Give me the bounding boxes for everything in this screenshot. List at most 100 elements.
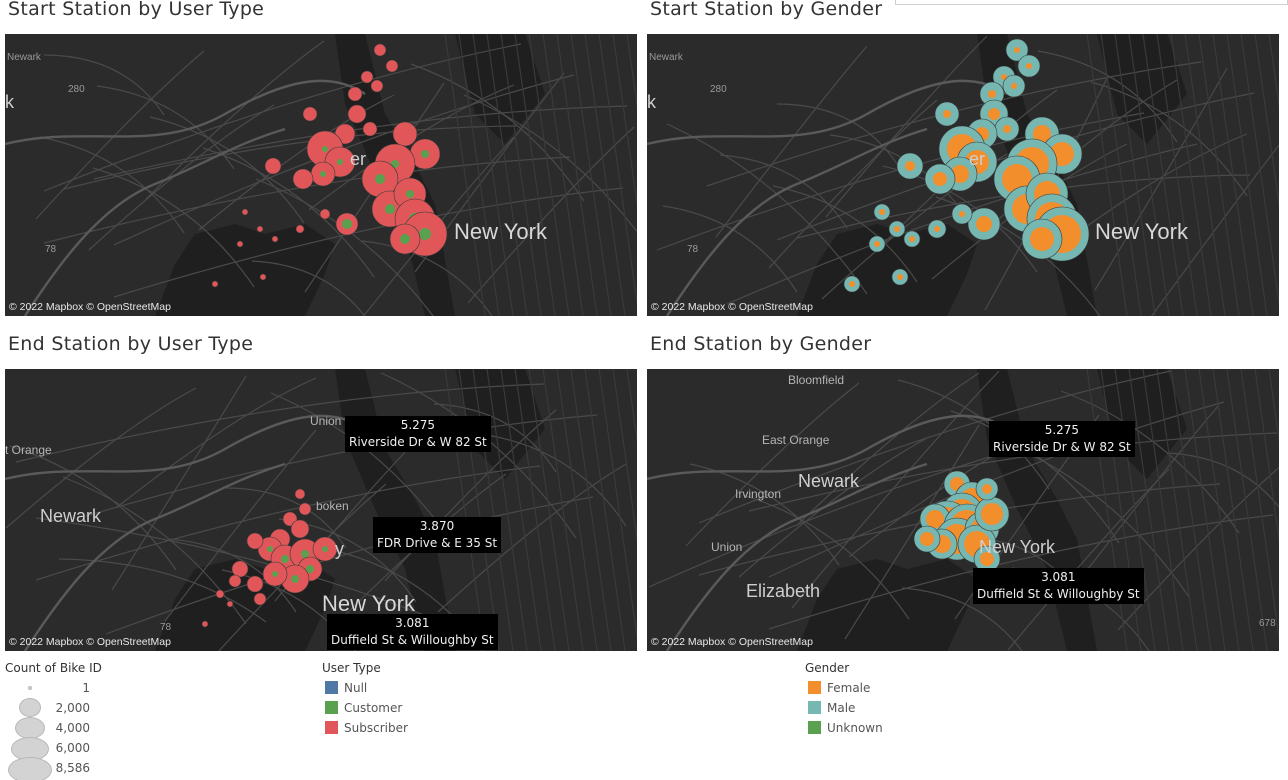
end-gender-map[interactable]: Bloomfield East Orange Newark Irvington … bbox=[647, 369, 1279, 651]
route-280-label: 280 bbox=[710, 84, 727, 95]
map-label-irvington: Irvington bbox=[735, 487, 782, 501]
station-bubble bbox=[264, 157, 282, 175]
route-280-label: 280 bbox=[68, 84, 85, 95]
map-credit[interactable]: © 2022 Mapbox © OpenStreetMap bbox=[9, 301, 171, 313]
end-user-map[interactable]: t Orange Union C Newark boken y 78 New Y… bbox=[5, 369, 637, 651]
road-network bbox=[35, 34, 637, 316]
station-bubble bbox=[246, 532, 264, 550]
map-label-fragment: k bbox=[647, 92, 656, 112]
station-bubble-inner bbox=[421, 150, 429, 158]
legend-label[interactable]: Male bbox=[827, 701, 856, 715]
size-legend-value: 2,000 bbox=[55, 701, 90, 715]
user-type-legend-title: User Type bbox=[322, 661, 381, 675]
station-bubble-inner bbox=[322, 546, 328, 552]
legend-label[interactable]: Customer bbox=[344, 701, 403, 715]
start-user-map[interactable]: Newark 280 k er 78 New York © 2022 Mapbo… bbox=[5, 34, 637, 316]
legend-label[interactable]: Female bbox=[827, 681, 871, 695]
map-label-union-city: Union C bbox=[310, 414, 354, 428]
map-credit[interactable]: © 2022 Mapbox © OpenStreetMap bbox=[651, 636, 813, 648]
station-bubble-inner bbox=[909, 236, 915, 242]
tooltip-station: Riverside Dr & W 82 St bbox=[993, 440, 1131, 454]
station-bubble bbox=[385, 59, 399, 73]
legend-swatch[interactable] bbox=[325, 721, 338, 734]
station-bubble-inner bbox=[320, 171, 326, 177]
station-bubble bbox=[360, 70, 374, 84]
legend-swatch[interactable] bbox=[325, 701, 338, 714]
station-bubble bbox=[290, 519, 310, 539]
map-label-orange: t Orange bbox=[5, 443, 52, 457]
station-bubble bbox=[253, 592, 267, 606]
station-bubble bbox=[211, 280, 219, 288]
station-bubble-inner bbox=[1033, 125, 1051, 143]
station-bubble-inner bbox=[342, 219, 352, 229]
station-bubble-inner bbox=[406, 190, 414, 198]
station-bubble-inner bbox=[982, 484, 992, 494]
station-marks[interactable] bbox=[5, 369, 637, 651]
station-bubble bbox=[295, 224, 305, 234]
legend-label[interactable]: Subscriber bbox=[344, 721, 408, 735]
station-bubble-inner bbox=[301, 550, 309, 558]
station-bubble bbox=[362, 121, 378, 137]
map-label-new-york: New York bbox=[979, 537, 1056, 557]
station-bubble-inner bbox=[291, 575, 299, 583]
map-label-newark: Newark bbox=[649, 52, 683, 63]
station-marks[interactable] bbox=[647, 34, 1279, 316]
station-tooltip: 3.081 Duffield St & Willoughby St bbox=[973, 568, 1144, 604]
station-bubble-inner bbox=[905, 161, 915, 171]
station-marks[interactable] bbox=[647, 369, 1279, 651]
end-user-title: End Station by User Type bbox=[8, 333, 254, 355]
map-label-newark: Newark bbox=[798, 471, 860, 491]
station-bubble-inner bbox=[322, 146, 328, 152]
map-credit[interactable]: © 2022 Mapbox © OpenStreetMap bbox=[9, 636, 171, 648]
water bbox=[797, 559, 977, 651]
station-bubble-inner bbox=[988, 108, 1000, 120]
legend-swatch[interactable] bbox=[808, 681, 821, 694]
station-bubble-inner bbox=[385, 204, 395, 214]
tooltip-value: 3.081 bbox=[395, 616, 430, 630]
station-bubble bbox=[298, 502, 312, 516]
start-gender-map[interactable]: Newark 280 k er 78 New York © 2022 Mapbo… bbox=[647, 34, 1279, 316]
map-label-hoboken: boken bbox=[316, 499, 349, 513]
station-bubble-inner bbox=[943, 110, 951, 118]
station-bubble bbox=[256, 225, 264, 233]
station-bubble-inner bbox=[894, 226, 900, 232]
station-bubble-inner bbox=[933, 172, 947, 186]
station-bubble-inner bbox=[1011, 83, 1017, 89]
station-marks[interactable] bbox=[5, 34, 637, 316]
station-bubble-inner bbox=[1030, 227, 1054, 251]
legend-swatch[interactable] bbox=[325, 681, 338, 694]
map-credit[interactable]: © 2022 Mapbox © OpenStreetMap bbox=[651, 301, 813, 313]
station-bubble-inner bbox=[272, 571, 278, 577]
station-bubble bbox=[231, 560, 249, 578]
legend-label[interactable]: Null bbox=[344, 681, 368, 695]
station-bubble bbox=[294, 488, 306, 500]
size-legend-shape bbox=[8, 757, 52, 780]
station-bubble bbox=[319, 208, 331, 220]
station-bubble-inner bbox=[988, 90, 996, 98]
station-bubble-inner bbox=[874, 241, 880, 247]
legend-swatch[interactable] bbox=[808, 701, 821, 714]
tooltip-station: Riverside Dr & W 82 St bbox=[349, 435, 487, 449]
legend-swatch[interactable] bbox=[808, 721, 821, 734]
legend-label[interactable]: Unknown bbox=[827, 721, 883, 735]
size-legend-shape bbox=[28, 686, 32, 690]
start-user-title: Start Station by User Type bbox=[8, 0, 265, 20]
size-legend-value: 6,000 bbox=[55, 741, 90, 755]
tooltip-value: 3.081 bbox=[1041, 570, 1076, 584]
station-bubble-inner bbox=[976, 216, 992, 232]
top-right-frame bbox=[895, 0, 1288, 5]
map-label-east-orange: East Orange bbox=[762, 433, 830, 447]
station-bubble-inner bbox=[281, 555, 289, 563]
map-label-new-york: New York bbox=[454, 219, 547, 244]
station-bubble-inner bbox=[959, 211, 965, 217]
station-bubble-inner bbox=[1026, 63, 1032, 69]
route-78-label: 78 bbox=[160, 622, 172, 633]
station-bubble bbox=[201, 620, 209, 628]
tooltip-value: 5.275 bbox=[400, 418, 436, 432]
station-bubble-inner bbox=[419, 228, 431, 240]
map-label-bloomfield: Bloomfield bbox=[788, 373, 845, 387]
size-legend-value: 8,586 bbox=[55, 761, 90, 775]
station-bubble bbox=[347, 104, 367, 124]
map-label-elizabeth: Elizabeth bbox=[746, 581, 821, 601]
station-bubble bbox=[370, 79, 384, 93]
